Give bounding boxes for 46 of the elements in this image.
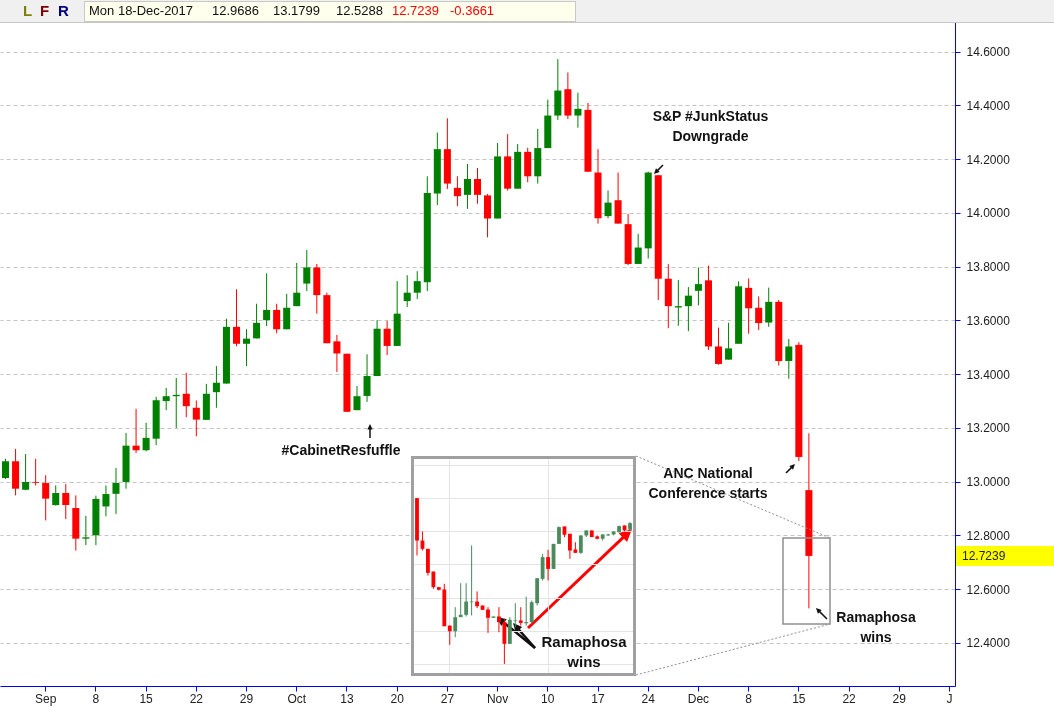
x-tick-label: Oct: [287, 691, 307, 706]
x-tick-label: 22: [842, 691, 857, 706]
x-tick-label: Sep: [35, 691, 57, 706]
y-tick-label: 14.6000: [966, 45, 1011, 60]
y-tick-label: 13.0000: [966, 475, 1011, 490]
text: -0.3661: [450, 3, 495, 18]
annotation: Ramaphosa wins: [835, 608, 917, 647]
y-tick-label: 12.8000: [966, 528, 1011, 543]
x-tick-label: Nov: [486, 691, 509, 706]
y-tick-label: 13.2000: [966, 421, 1011, 436]
annotation: ANC National Conference starts: [647, 464, 769, 503]
y-tick-label: 14.0000: [966, 206, 1011, 221]
x-tick-label: 29: [892, 691, 907, 706]
x-tick-label: Dec: [687, 691, 710, 706]
annotation: Ramaphosa wins: [540, 632, 628, 672]
y-tick-label: 14.4000: [966, 98, 1011, 113]
annotation: #CabinetResfuffle: [280, 441, 402, 460]
text: 12.9686: [212, 3, 259, 18]
x-tick-label: 24: [641, 691, 656, 706]
y-tick-label: 12.4000: [966, 636, 1011, 651]
x-tick-label: 8: [745, 691, 753, 706]
text: 12.5288: [336, 3, 383, 18]
text: 12.7239: [956, 546, 1054, 566]
x-tick-label: 8: [92, 691, 100, 706]
y-tick-label: 13.6000: [966, 313, 1011, 328]
y-tick-label: 13.4000: [966, 367, 1011, 382]
x-tick-label: 15: [139, 691, 154, 706]
y-tick-label: 12.6000: [966, 582, 1011, 597]
x-tick-label: J: [946, 691, 953, 706]
x-tick-label: 20: [390, 691, 405, 706]
x-tick-label: 27: [440, 691, 455, 706]
x-tick-label: 22: [189, 691, 204, 706]
text: 12.7239: [392, 3, 439, 18]
text: Mon 18-Dec-2017: [89, 3, 194, 18]
y-tick-label: 13.8000: [966, 260, 1011, 275]
text: 13.1799: [273, 3, 320, 18]
x-tick-label: 29: [239, 691, 254, 706]
x-tick-label: 17: [591, 691, 605, 706]
text: L: [23, 2, 33, 19]
text: F: [40, 2, 50, 19]
annotation: S&P #JunkStatus Downgrade: [651, 107, 770, 146]
x-tick-label: 15: [792, 691, 806, 706]
text: R: [58, 2, 69, 19]
y-tick-label: 14.2000: [966, 152, 1011, 167]
x-tick-label: 10: [541, 691, 555, 706]
x-tick-label: 13: [340, 691, 354, 706]
